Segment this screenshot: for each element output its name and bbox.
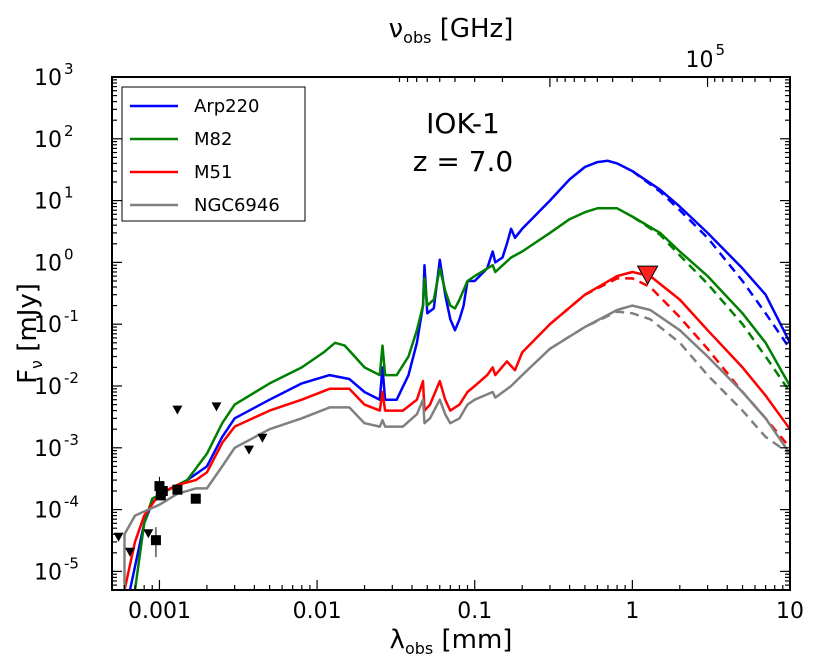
y-tick-exponent: 2 [64,122,74,140]
y-tick-exponent: -4 [64,493,79,511]
y-tick-label: 10 [34,560,62,585]
y-tick-exponent: -1 [64,307,79,325]
y-tick-label: 10 [34,190,62,215]
y-tick-label: 10 [34,499,62,524]
upper-limit-marker [143,529,154,539]
series-dashed-arp220 [631,170,790,350]
series-line-arp220 [128,159,790,590]
y-axis-title: Fν [mJy] [13,283,46,384]
legend-label: Arp220 [194,96,260,117]
series-line-ngc6946 [123,304,790,590]
legend-label: M82 [194,129,232,150]
y-tick-label: 10 [34,128,62,153]
y-tick-exponent: -3 [64,431,79,449]
ticks-layer [111,76,791,591]
y-tick-mantissa: 10 [34,375,62,400]
y-tick-label: 10 [34,437,62,462]
top-axis-title: νobs [GHz] [389,14,514,47]
y-tick-mantissa: 10 [34,437,62,462]
y-tick-exponent: -5 [64,554,79,572]
legend-box [121,86,306,222]
x-axis-symbol: λ [390,625,405,655]
series-dashed-m82 [631,215,790,393]
upper-limit-marker [257,433,268,443]
x-axis-unit: [mm] [433,625,512,655]
series-line-m51 [123,270,790,590]
legend-label: M51 [194,162,232,183]
y-tick-mantissa: 10 [34,499,62,524]
y-tick-label: 10 [34,313,62,338]
series-line-m82 [133,207,790,590]
upper-limit-marker [211,402,222,412]
x-tick-label: 0.01 [293,599,342,624]
x-axis-subscript: obs [405,639,433,658]
y-tick-mantissa: 10 [34,313,62,338]
y-tick-mantissa: 10 [34,128,62,153]
detection-marker [172,484,183,495]
top-tick-label: 10 [686,48,714,73]
detection-marker [157,485,168,496]
upper-limit-marker [244,445,255,455]
y-tick-exponent: 0 [64,245,74,263]
y-axis-unit: [mJy] [13,283,43,360]
top-axis-unit: [GHz] [431,14,513,44]
y-tick-mantissa: 10 [34,560,62,585]
top-axis-symbol: ν [389,14,404,44]
y-tick-mantissa: 10 [34,190,62,215]
y-axis-symbol: F [13,369,43,384]
annotation-object: IOK-1 [426,107,500,140]
legend: Arp220 M82 M51 NGC6946 [121,86,306,222]
y-tick-label: 10 [34,251,62,276]
y-axis-subscript: ν [27,360,46,369]
top-axis-subscript: obs [403,28,431,47]
upper-limit-red-marker [636,265,659,286]
points-layer [113,265,659,558]
upper-limit-marker [124,547,135,557]
x-axis-title: λobs [mm] [390,625,513,658]
y-tick-label: 10 [34,66,62,91]
annotation-redshift: z = 7.0 [413,145,514,178]
y-tick-exponent: -2 [64,369,79,387]
y-tick-mantissa: 10 [34,251,62,276]
top-tick-exponent: 5 [716,41,726,59]
curves-layer [123,159,790,590]
y-tick-mantissa: 10 [34,66,62,91]
upper-limit-marker [172,405,183,415]
x-tick-label: 0.001 [128,599,191,624]
x-tick-label: 1 [625,599,639,624]
x-tick-label: 10 [776,599,804,624]
y-tick-label: 10 [34,375,62,400]
detection-marker [190,493,201,504]
legend-label: NGC6946 [194,195,280,216]
y-tick-exponent: 1 [64,184,74,202]
y-tick-exponent: 3 [64,60,74,78]
upper-limit-marker [113,532,124,542]
detection-marker [150,535,161,546]
x-tick-label: 0.1 [457,599,492,624]
series-dashed-ngc6946 [549,310,790,455]
